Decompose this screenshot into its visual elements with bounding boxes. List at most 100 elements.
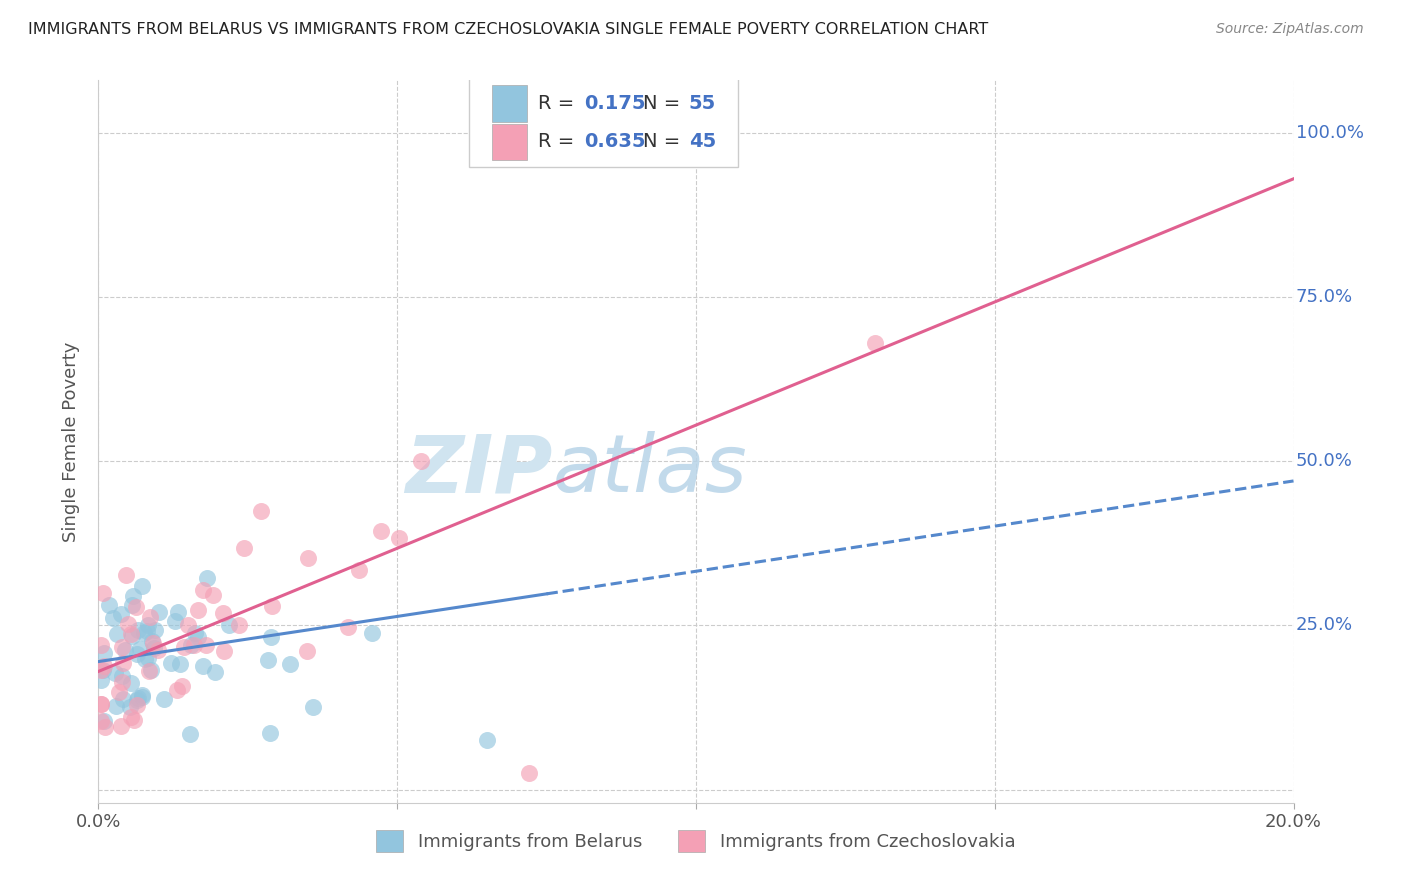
Point	[212, 606, 235, 620]
Point	[131, 688, 153, 702]
Text: N =: N =	[644, 132, 688, 152]
Point	[166, 605, 188, 619]
Point	[94, 720, 117, 734]
Point	[187, 631, 209, 645]
FancyBboxPatch shape	[470, 77, 738, 167]
Point	[257, 653, 280, 667]
Point	[141, 663, 163, 677]
Point	[184, 626, 207, 640]
Point	[121, 598, 143, 612]
Point	[90, 663, 112, 677]
Text: IMMIGRANTS FROM BELARUS VS IMMIGRANTS FROM CZECHOSLOVAKIA SINGLE FEMALE POVERTY : IMMIGRANTS FROM BELARUS VS IMMIGRANTS FR…	[28, 22, 988, 37]
Point	[117, 617, 139, 632]
Point	[122, 714, 145, 728]
Point	[118, 700, 141, 714]
Point	[302, 700, 325, 714]
Point	[138, 610, 160, 624]
Text: 45: 45	[689, 132, 716, 152]
Point	[90, 638, 112, 652]
Point	[120, 710, 142, 724]
Point	[127, 691, 149, 706]
Point	[260, 599, 283, 614]
Point	[112, 656, 135, 670]
Point	[865, 336, 887, 351]
Text: R =: R =	[538, 132, 581, 152]
Text: 25.0%: 25.0%	[1296, 616, 1353, 634]
Text: 55: 55	[689, 94, 716, 113]
Point	[347, 563, 370, 577]
Point	[179, 727, 201, 741]
Point	[110, 669, 132, 683]
Point	[195, 572, 218, 586]
Point	[177, 618, 200, 632]
Point	[136, 650, 159, 665]
Point	[131, 690, 153, 704]
Point	[138, 665, 160, 679]
Point	[127, 624, 149, 638]
Point	[110, 719, 132, 733]
Point	[145, 624, 167, 638]
FancyBboxPatch shape	[492, 124, 527, 160]
Point	[159, 657, 181, 671]
Point	[142, 636, 165, 650]
Point	[202, 588, 225, 602]
Point	[111, 675, 134, 690]
Legend: Immigrants from Belarus, Immigrants from Czechoslovakia: Immigrants from Belarus, Immigrants from…	[370, 822, 1022, 859]
Point	[191, 582, 214, 597]
Point	[120, 627, 142, 641]
Point	[259, 726, 281, 740]
Point	[93, 646, 115, 660]
Text: 0.175: 0.175	[583, 94, 645, 113]
Point	[173, 640, 195, 655]
Point	[297, 551, 319, 566]
Y-axis label: Single Female Poverty: Single Female Poverty	[62, 342, 80, 541]
Point	[90, 673, 112, 687]
Text: N =: N =	[644, 94, 688, 113]
Point	[135, 624, 157, 639]
Point	[93, 585, 115, 599]
Text: R =: R =	[538, 94, 581, 113]
Point	[93, 714, 115, 728]
Point	[388, 532, 411, 546]
Point	[250, 504, 273, 518]
Text: 0.635: 0.635	[583, 132, 645, 152]
Point	[212, 644, 235, 658]
Text: 50.0%: 50.0%	[1296, 452, 1353, 470]
Point	[120, 676, 142, 690]
Point	[170, 679, 193, 693]
Point	[136, 618, 159, 632]
Point	[125, 692, 148, 706]
Point	[111, 691, 134, 706]
Point	[183, 638, 205, 652]
FancyBboxPatch shape	[492, 86, 527, 121]
Point	[361, 625, 384, 640]
Point	[131, 579, 153, 593]
Point	[124, 599, 146, 614]
Point	[125, 647, 148, 661]
Point	[218, 618, 240, 632]
Text: ZIP: ZIP	[405, 432, 553, 509]
Point	[193, 658, 215, 673]
Point	[121, 629, 143, 643]
Point	[411, 454, 433, 468]
Point	[165, 614, 187, 628]
Point	[146, 643, 169, 657]
Point	[114, 568, 136, 582]
Point	[153, 692, 176, 706]
Point	[90, 697, 112, 711]
Point	[132, 625, 155, 640]
Point	[128, 642, 150, 657]
Point	[260, 630, 283, 644]
Point	[187, 603, 209, 617]
Point	[97, 598, 120, 612]
Point	[194, 638, 217, 652]
Point	[148, 605, 170, 619]
Point	[180, 638, 202, 652]
Point	[204, 665, 226, 679]
Point	[110, 607, 132, 621]
Point	[280, 657, 302, 671]
Point	[114, 643, 136, 657]
Point	[370, 524, 392, 538]
Point	[93, 658, 115, 673]
Point	[90, 697, 112, 711]
